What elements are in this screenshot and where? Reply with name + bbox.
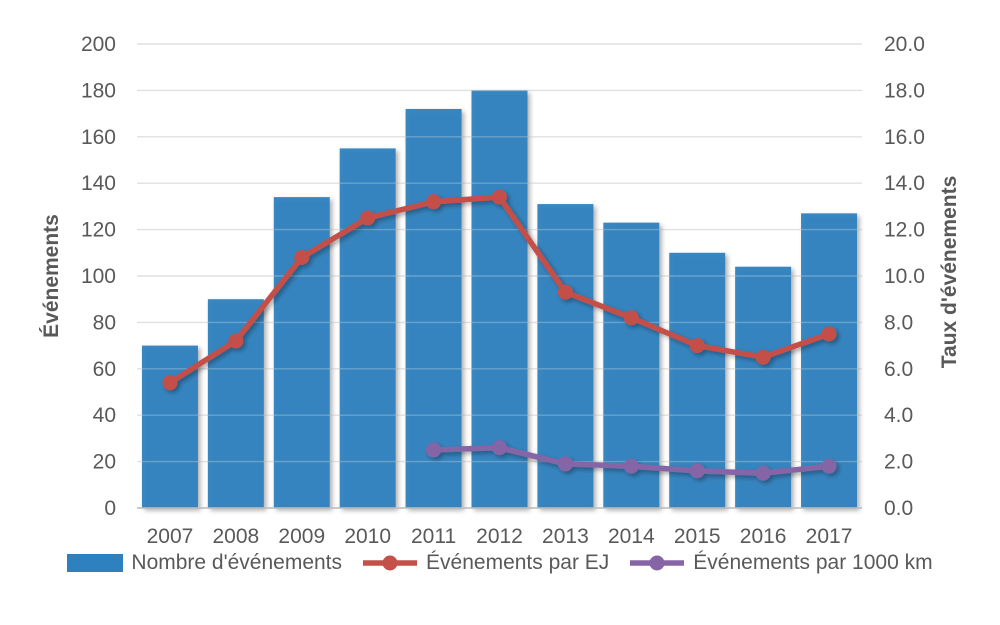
line-point-2010 <box>360 210 376 226</box>
right-tick-label: 10.0 <box>884 265 925 288</box>
left-tick-label: 20 <box>93 451 116 474</box>
right-tick-label: 6.0 <box>884 358 913 381</box>
x-tick-label-2012: 2012 <box>476 525 523 548</box>
left-tick-label: 100 <box>81 265 116 288</box>
line-point-2017 <box>821 326 837 342</box>
legend-label-line-km: Événements par 1000 km <box>693 551 933 574</box>
x-tick-label-2008: 2008 <box>213 525 260 548</box>
right-tick-label: 20.0 <box>884 33 925 56</box>
right-tick-label: 0.0 <box>884 497 913 520</box>
legend-item-bars: Nombre d'événements <box>67 551 342 575</box>
line-point-2011 <box>426 442 442 458</box>
x-tick-label-2011: 2011 <box>411 525 456 548</box>
line-series-0 <box>162 189 837 391</box>
left-tick-label: 0 <box>104 497 116 520</box>
chart-legend: Nombre d'événements Événements par EJ Év… <box>0 551 1000 575</box>
right-tick-label: 14.0 <box>884 172 925 195</box>
left-tick-label: 180 <box>81 79 116 102</box>
x-tick-label-2013: 2013 <box>542 525 589 548</box>
line-point-2008 <box>228 333 244 349</box>
line-point-2012 <box>492 189 507 205</box>
legend-line-swatch-km <box>630 555 685 571</box>
left-tick-label: 60 <box>93 358 116 381</box>
line-point-2013 <box>557 456 573 472</box>
bar-2011 <box>405 108 462 509</box>
x-tick-label-2017: 2017 <box>806 525 853 548</box>
x-tick-label-2010: 2010 <box>344 525 391 548</box>
left-axis-title: Événements <box>40 214 63 338</box>
left-tick-label: 140 <box>81 172 116 195</box>
right-axis-title: Taux d'événements <box>938 175 961 369</box>
x-tick-label-2009: 2009 <box>278 525 325 548</box>
x-tick-label-2007: 2007 <box>147 525 194 548</box>
line-point-2016 <box>755 465 771 481</box>
legend-bar-swatch <box>67 554 124 572</box>
right-tick-label: 8.0 <box>884 311 913 334</box>
right-tick-label: 16.0 <box>884 126 925 149</box>
line-point-2009 <box>294 249 310 265</box>
line-point-2015 <box>689 338 705 354</box>
left-tick-label: 80 <box>93 311 116 334</box>
legend-line-swatch-ej <box>363 555 418 571</box>
bar-series <box>141 90 858 509</box>
right-tick-label: 4.0 <box>884 404 913 427</box>
line-point-2014 <box>623 458 639 474</box>
bar-2008 <box>207 299 264 508</box>
x-tick-label-2015: 2015 <box>674 525 721 548</box>
line-point-2013 <box>557 284 573 300</box>
left-tick-label: 40 <box>93 404 116 427</box>
line-point-2007 <box>162 375 178 391</box>
x-tick-label-2016: 2016 <box>740 525 787 548</box>
bar-2012 <box>471 90 528 509</box>
line-series-1 <box>426 440 837 481</box>
legend-item-line-ej: Événements par EJ <box>362 551 609 575</box>
line-point-2012 <box>492 440 507 456</box>
right-tick-label: 18.0 <box>884 79 925 102</box>
right-tick-label: 12.0 <box>884 219 925 242</box>
line-point-2016 <box>755 349 771 365</box>
left-tick-label: 160 <box>81 126 116 149</box>
line-point-2017 <box>821 458 837 474</box>
legend-label-line-ej: Événements par EJ <box>426 551 610 574</box>
left-tick-label: 200 <box>81 33 116 56</box>
bar-2010 <box>339 148 396 508</box>
legend-item-line-km: Événements par 1000 km <box>629 551 933 575</box>
left-tick-label: 120 <box>81 219 116 242</box>
gridline-overlay <box>137 43 862 463</box>
right-tick-label: 2.0 <box>884 451 913 474</box>
line-point-2015 <box>689 463 705 479</box>
x-tick-label-2014: 2014 <box>608 525 655 548</box>
line-point-2014 <box>623 310 639 326</box>
line-point-2011 <box>426 194 442 210</box>
legend-label-bars: Nombre d'événements <box>131 551 343 574</box>
